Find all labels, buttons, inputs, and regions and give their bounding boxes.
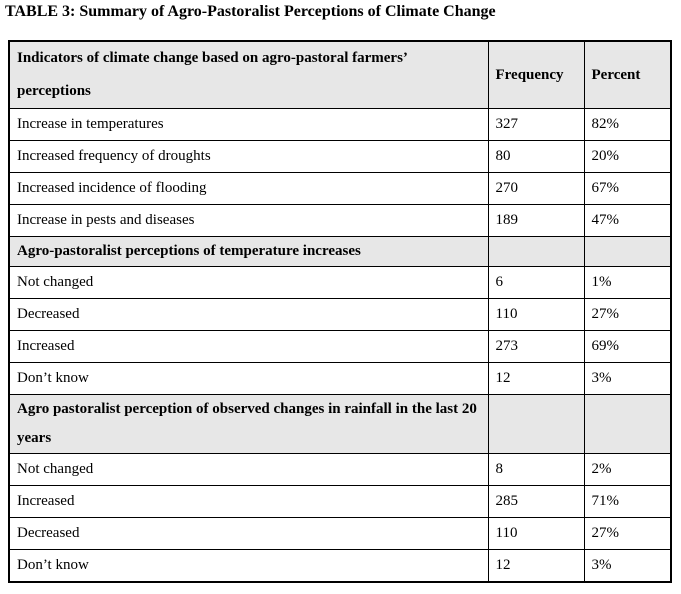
row-percent: 67% <box>583 172 672 205</box>
row-label: Increased <box>8 485 489 518</box>
row-percent: 1% <box>583 266 672 299</box>
table-row: Increase in pests and diseases 189 47% <box>8 204 672 237</box>
row-frequency: 110 <box>487 298 585 331</box>
row-label: Increased frequency of droughts <box>8 140 489 173</box>
row-label: Increased <box>8 330 489 363</box>
section-header-row: Agro pastoralist perception of observed … <box>8 394 672 454</box>
row-frequency: 110 <box>487 517 585 550</box>
table-caption: TABLE 3: Summary of Agro-Pastoralist Per… <box>5 3 496 20</box>
table-header-row: Indicators of climate change based on ag… <box>8 40 672 109</box>
section-header-label: Agro pastoralist perception of observed … <box>8 394 489 454</box>
table-row: Increased frequency of droughts 80 20% <box>8 140 672 173</box>
row-frequency: 12 <box>487 549 585 583</box>
row-frequency: 80 <box>487 140 585 173</box>
row-percent: 27% <box>583 517 672 550</box>
row-label: Not changed <box>8 266 489 299</box>
table-row: Don’t know 12 3% <box>8 549 672 583</box>
row-frequency: 273 <box>487 330 585 363</box>
row-frequency: 327 <box>487 108 585 141</box>
row-percent: 82% <box>583 108 672 141</box>
section-header-frequency-cell <box>487 394 585 454</box>
table-row: Not changed 6 1% <box>8 266 672 299</box>
summary-table: Indicators of climate change based on ag… <box>8 40 672 583</box>
row-frequency: 189 <box>487 204 585 237</box>
table-row: Increased incidence of flooding 270 67% <box>8 172 672 205</box>
row-frequency: 6 <box>487 266 585 299</box>
table-row: Decreased 110 27% <box>8 517 672 550</box>
row-label: Don’t know <box>8 549 489 583</box>
row-label: Increase in pests and diseases <box>8 204 489 237</box>
row-percent: 3% <box>583 362 672 395</box>
row-label: Don’t know <box>8 362 489 395</box>
row-percent: 2% <box>583 453 672 486</box>
row-percent: 69% <box>583 330 672 363</box>
table-row: Decreased 110 27% <box>8 298 672 331</box>
table-row: Not changed 8 2% <box>8 453 672 486</box>
column-header-indicators: Indicators of climate change based on ag… <box>8 40 489 109</box>
section-header-label: Agro-pastoralist perceptions of temperat… <box>8 236 489 267</box>
table-row: Increased 285 71% <box>8 485 672 518</box>
row-percent: 3% <box>583 549 672 583</box>
row-label: Not changed <box>8 453 489 486</box>
row-frequency: 12 <box>487 362 585 395</box>
row-frequency: 8 <box>487 453 585 486</box>
table-row: Increased 273 69% <box>8 330 672 363</box>
section-header-percent-cell <box>583 394 672 454</box>
row-frequency: 285 <box>487 485 585 518</box>
row-label: Decreased <box>8 298 489 331</box>
row-label: Increased incidence of flooding <box>8 172 489 205</box>
table-row: Increase in temperatures 327 82% <box>8 108 672 141</box>
row-percent: 20% <box>583 140 672 173</box>
column-header-frequency: Frequency <box>487 40 585 109</box>
section-header-frequency-cell <box>487 236 585 267</box>
row-label: Increase in temperatures <box>8 108 489 141</box>
row-percent: 71% <box>583 485 672 518</box>
section-header-row: Agro-pastoralist perceptions of temperat… <box>8 236 672 267</box>
column-header-percent: Percent <box>583 40 672 109</box>
table-row: Don’t know 12 3% <box>8 362 672 395</box>
row-percent: 27% <box>583 298 672 331</box>
row-label: Decreased <box>8 517 489 550</box>
row-percent: 47% <box>583 204 672 237</box>
row-frequency: 270 <box>487 172 585 205</box>
section-header-percent-cell <box>583 236 672 267</box>
